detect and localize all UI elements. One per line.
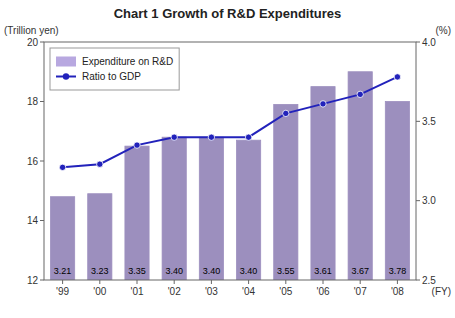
- y-tick: [40, 220, 44, 221]
- y2-tick-label: 3.5: [422, 116, 436, 127]
- line-marker: [134, 142, 140, 148]
- x-tick: [397, 280, 398, 284]
- y-tick: [40, 101, 44, 102]
- x-tick: [360, 280, 361, 284]
- y-tick-label: 12: [27, 275, 39, 286]
- data-label: 3.78: [389, 266, 407, 276]
- y-axis-label: (Trillion yen): [4, 25, 59, 36]
- y2-tick-label: 2.5: [422, 275, 436, 286]
- y2-tick: [416, 121, 420, 122]
- x-tick-label: '02: [168, 286, 181, 297]
- x-tick-label: '04: [242, 286, 255, 297]
- y2-axis-label: (%): [435, 25, 451, 36]
- y-tick-label: 18: [27, 96, 39, 107]
- legend-label: Expenditure on R&D: [82, 56, 173, 67]
- data-label: 3.40: [240, 266, 258, 276]
- legend: Expenditure on R&D Ratio to GDP: [50, 48, 179, 90]
- x-tick: [248, 280, 249, 284]
- y-tick-label: 14: [27, 215, 39, 226]
- x-axis-label: (FY): [432, 286, 451, 297]
- x-tick: [174, 280, 175, 284]
- bar: [385, 102, 409, 281]
- y2-tick: [416, 280, 420, 281]
- x-tick-label: '05: [279, 286, 292, 297]
- line-marker: [394, 74, 400, 80]
- legend-swatch: [56, 57, 76, 67]
- x-tick-label: '99: [56, 286, 69, 297]
- bar: [348, 72, 372, 280]
- x-tick-label: '06: [316, 286, 329, 297]
- line-marker: [208, 134, 214, 140]
- data-label: 3.40: [203, 266, 221, 276]
- x-tick: [323, 280, 324, 284]
- x-tick: [211, 280, 212, 284]
- data-label: 3.23: [91, 266, 109, 276]
- line-marker: [59, 164, 65, 170]
- line-marker: [245, 134, 251, 140]
- x-tick: [99, 280, 100, 284]
- bar: [162, 137, 186, 280]
- bar: [311, 87, 335, 280]
- line-marker: [357, 91, 363, 97]
- y2-tick-label: 3.0: [422, 195, 436, 206]
- y2-tick: [416, 42, 420, 43]
- x-tick: [137, 280, 138, 284]
- data-label: 3.55: [277, 266, 295, 276]
- y-tick: [40, 42, 44, 43]
- x-tick-label: '01: [130, 286, 143, 297]
- legend-box: [50, 48, 179, 90]
- bar: [199, 137, 223, 280]
- bar: [51, 197, 75, 280]
- y-tick-label: 16: [27, 156, 39, 167]
- bar: [125, 146, 149, 280]
- plot-frame: [44, 42, 416, 280]
- x-tick-label: '03: [205, 286, 218, 297]
- line-marker: [171, 134, 177, 140]
- y-tick: [40, 161, 44, 162]
- bar: [88, 194, 112, 280]
- y-tick-label: 20: [27, 37, 39, 48]
- chart: Chart 1 Growth of R&D Expenditures (Trill…: [0, 0, 455, 318]
- data-label: 3.40: [165, 266, 183, 276]
- line-marker: [320, 101, 326, 107]
- data-label: 3.61: [314, 266, 332, 276]
- line-marker: [283, 110, 289, 116]
- legend-marker: [63, 73, 69, 79]
- x-tick-label: '00: [93, 286, 106, 297]
- plot-area: [51, 72, 410, 280]
- data-label: 3.35: [128, 266, 146, 276]
- bar: [237, 140, 261, 280]
- x-tick-label: '07: [354, 286, 367, 297]
- line-marker: [97, 161, 103, 167]
- bar: [274, 104, 298, 280]
- legend-label: Ratio to GDP: [82, 71, 141, 82]
- y-tick: [40, 280, 44, 281]
- x-tick: [285, 280, 286, 284]
- data-label: 3.21: [54, 266, 72, 276]
- x-tick: [62, 280, 63, 284]
- y2-tick-label: 4.0: [422, 37, 436, 48]
- title: Chart 1 Growth of R&D Expenditures: [114, 6, 342, 21]
- y2-tick: [416, 200, 420, 201]
- data-label: 3.67: [351, 266, 369, 276]
- x-tick-label: '08: [391, 286, 404, 297]
